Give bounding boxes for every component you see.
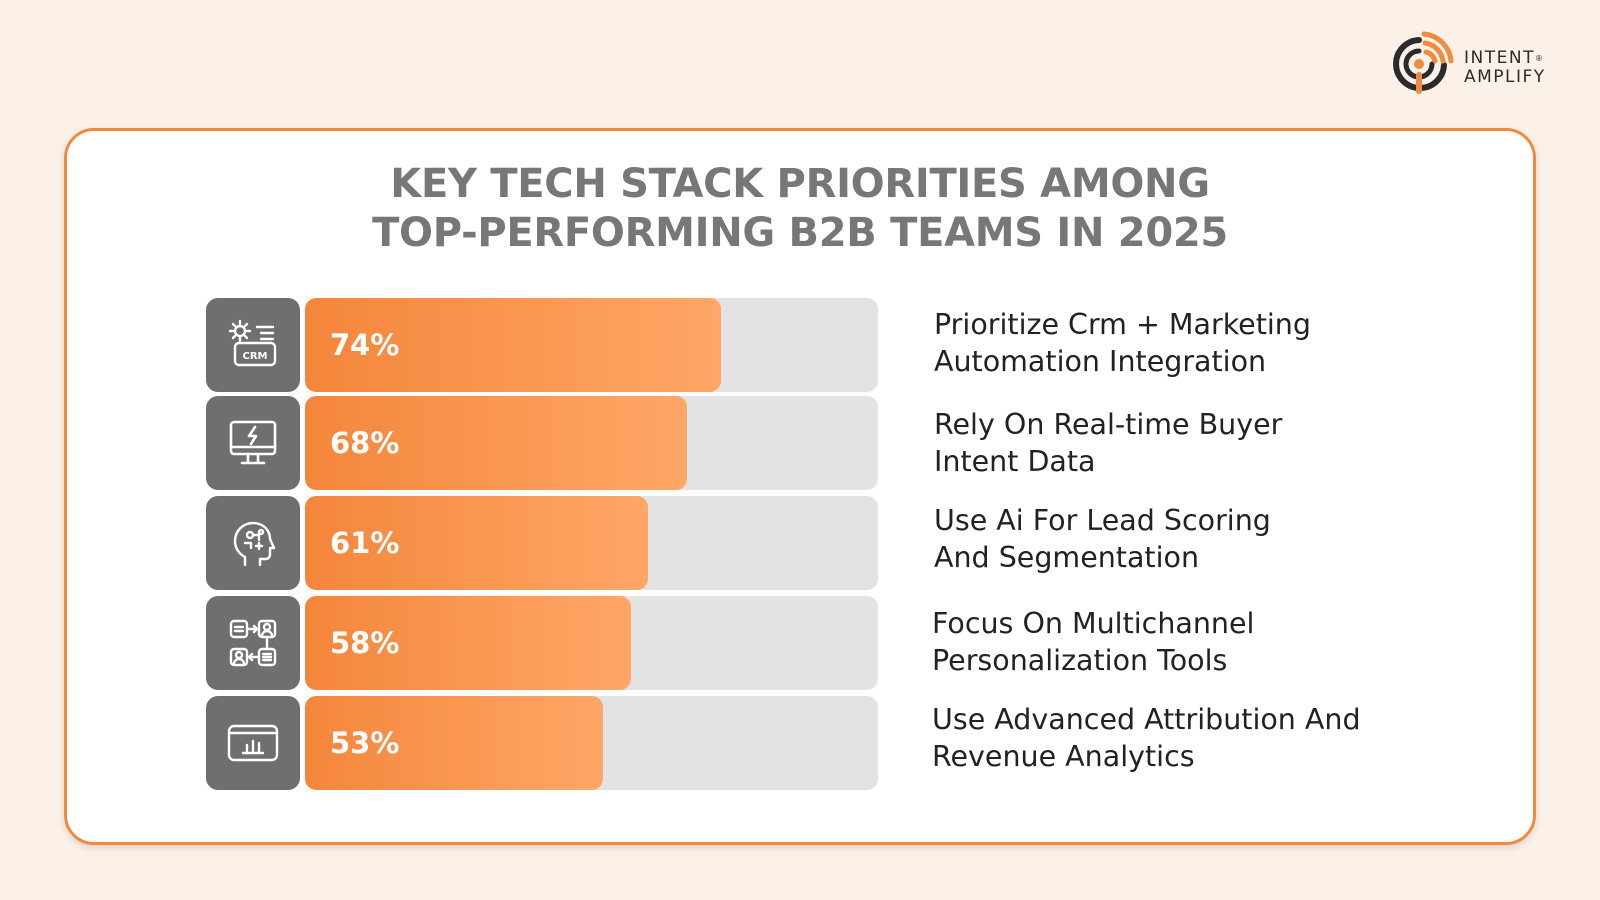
chart-title: KEY TECH STACK PRIORITIES AMONG TOP-PERF… <box>180 160 1420 258</box>
row-icon-box <box>206 396 300 490</box>
desc-line-2: Intent Data <box>934 445 1096 478</box>
row-icon-box <box>206 596 300 690</box>
ai-head-icon <box>233 521 276 567</box>
analytics-window-icon <box>227 724 279 762</box>
bar-value-label: 74% <box>330 328 400 362</box>
brand-wordmark: INTENT® AMPLIFY <box>1464 49 1546 87</box>
crm-gear-icon: CRM <box>228 319 277 367</box>
bar-row: 58% Focus On Multichannel Personalizatio… <box>206 596 1406 690</box>
bar-row: CRM 74% Prioritize Crm + Marketing Autom… <box>206 298 1406 392</box>
bar-fill <box>305 696 603 790</box>
desc-line-2: Revenue Analytics <box>932 740 1195 773</box>
bar-track: 74% <box>305 298 878 392</box>
bar-fill <box>305 396 687 490</box>
bar-track: 61% <box>305 496 878 590</box>
target-logo-icon <box>1393 31 1454 94</box>
bar-value-label: 61% <box>330 526 400 560</box>
bar-track: 58% <box>305 596 878 690</box>
bar-value-label: 68% <box>330 426 400 460</box>
multichannel-icon <box>229 619 277 667</box>
bar-description: Prioritize Crm + Marketing Automation In… <box>934 306 1434 380</box>
desc-line-1: Rely On Real-time Buyer <box>934 408 1283 441</box>
title-line-1: KEY TECH STACK PRIORITIES AMONG <box>390 161 1210 207</box>
desc-line-1: Use Ai For Lead Scoring <box>934 504 1271 537</box>
desc-line-2: And Segmentation <box>934 541 1200 574</box>
bar-description: Focus On Multichannel Personalization To… <box>932 605 1432 679</box>
bar-value-label: 53% <box>330 726 400 760</box>
bar-row: 53% Use Advanced Attribution And Revenue… <box>206 696 1406 790</box>
monitor-lightning-icon <box>229 420 277 465</box>
brand-line1: INTENT <box>1464 48 1535 68</box>
svg-text:CRM: CRM <box>243 351 268 362</box>
desc-line-1: Prioritize Crm + Marketing <box>934 308 1311 341</box>
bar-description: Use Advanced Attribution And Revenue Ana… <box>932 701 1452 775</box>
brand-line2: AMPLIFY <box>1464 67 1546 87</box>
desc-line-1: Focus On Multichannel <box>932 607 1255 640</box>
bar-fill <box>305 496 648 590</box>
bar-track: 68% <box>305 396 878 490</box>
brand-logo: INTENT® AMPLIFY <box>1386 30 1566 100</box>
bar-track: 53% <box>305 696 878 790</box>
bar-description: Use Ai For Lead Scoring And Segmentation <box>934 502 1434 576</box>
desc-line-2: Personalization Tools <box>932 644 1228 677</box>
bar-description: Rely On Real-time Buyer Intent Data <box>934 406 1434 480</box>
row-icon-box <box>206 696 300 790</box>
row-icon-box: CRM <box>206 298 300 392</box>
desc-line-2: Automation Integration <box>934 345 1267 378</box>
desc-line-1: Use Advanced Attribution And <box>932 703 1361 736</box>
row-icon-box <box>206 496 300 590</box>
bar-fill <box>305 596 631 690</box>
bar-row: 68% Rely On Real-time Buyer Intent Data <box>206 396 1406 490</box>
title-line-2: TOP-PERFORMING B2B TEAMS IN 2025 <box>372 210 1228 256</box>
bar-fill <box>305 298 721 392</box>
bar-row: 61% Use Ai For Lead Scoring And Segmenta… <box>206 496 1406 590</box>
brand-registered: ® <box>1534 54 1543 63</box>
bar-value-label: 58% <box>330 626 400 660</box>
